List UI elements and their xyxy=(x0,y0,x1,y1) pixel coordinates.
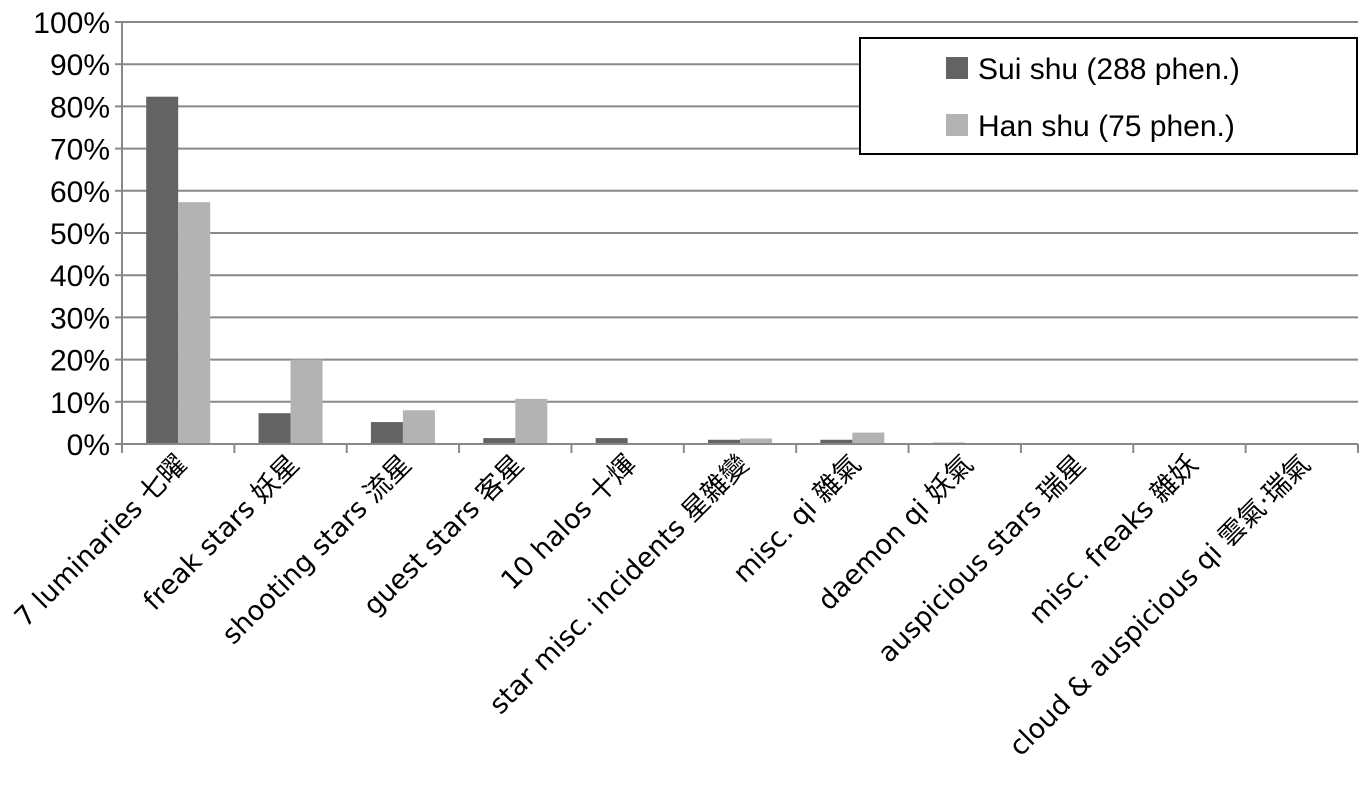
bar-series-0-cat-5 xyxy=(708,439,740,444)
bar-series-1-cat-0 xyxy=(178,202,211,444)
y-tick-label: 0% xyxy=(67,429,110,462)
bar-series-0-cat-2 xyxy=(370,422,403,444)
legend-label-sui-shu: Sui shu (288 phen.) xyxy=(978,53,1240,86)
bar-series-1-cat-1 xyxy=(290,359,323,444)
legend-label-han-shu: Han shu (75 phen.) xyxy=(978,110,1235,143)
y-tick-label: 30% xyxy=(50,302,110,335)
bar-series-0-cat-4 xyxy=(595,438,628,444)
y-tick-label: 60% xyxy=(50,176,110,209)
bar-series-1-cat-6 xyxy=(852,432,885,444)
legend-swatch-sui-shu xyxy=(946,57,968,79)
legend-box xyxy=(859,37,1358,155)
bars xyxy=(146,96,965,444)
bar-series-0-cat-1 xyxy=(258,413,291,444)
legend: Sui shu (288 phen.) Han shu (75 phen.) xyxy=(859,37,1358,155)
y-tick-label: 90% xyxy=(50,49,110,82)
y-tick-label: 10% xyxy=(50,387,110,420)
legend-swatch-han-shu xyxy=(946,114,968,136)
y-tick-label: 100% xyxy=(33,7,110,40)
bar-series-1-cat-3 xyxy=(515,398,548,444)
bar-series-0-cat-6 xyxy=(820,439,853,444)
bar-series-1-cat-2 xyxy=(402,410,435,444)
y-tick-label: 20% xyxy=(50,345,110,378)
bar-series-0-cat-0 xyxy=(146,96,179,444)
x-category-label: auspicious stars 瑞星 xyxy=(872,449,1092,669)
y-tick-label: 40% xyxy=(50,260,110,293)
y-axis-ticks: 0% 10% 20% 30% 40% 50% 60% 70% 80% 90% 100% xyxy=(33,7,122,462)
y-tick-label: 70% xyxy=(50,134,110,167)
bar-series-1-cat-5 xyxy=(740,438,772,444)
y-tick-label: 80% xyxy=(50,91,110,124)
gridlines xyxy=(122,21,1358,403)
y-tick-label: 50% xyxy=(50,218,110,251)
axes xyxy=(121,22,1359,453)
x-category-label: shooting stars 流星 xyxy=(216,449,418,651)
bar-series-0-cat-3 xyxy=(483,438,516,444)
